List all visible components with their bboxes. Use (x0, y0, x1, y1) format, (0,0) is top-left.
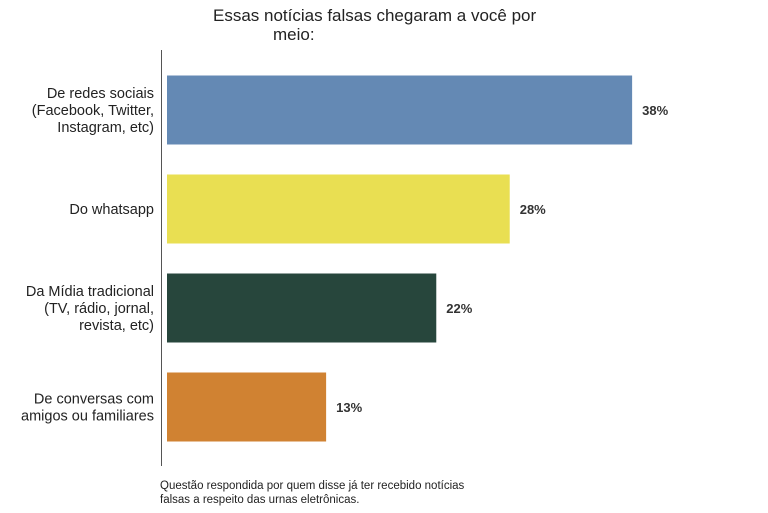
category-label-line: (Facebook, Twitter, (32, 103, 154, 119)
category-label-line: Do whatsapp (69, 202, 154, 218)
value-labels: 38% 28% 22% 13% (336, 103, 668, 415)
value-label: 22% (446, 301, 472, 316)
category-label-line: De conversas com (34, 392, 154, 408)
bar (167, 372, 327, 442)
category-label-line: Instagram, etc) (57, 120, 154, 136)
bars (167, 75, 633, 442)
category-label-line: (TV, rádio, jornal, (44, 301, 154, 317)
value-label: 38% (642, 103, 668, 118)
category-label-line: De redes sociais (47, 86, 154, 102)
value-label: 13% (336, 400, 362, 415)
chart-note: Questão respondida por quem disse já ter… (160, 480, 465, 506)
bar (167, 273, 437, 343)
category-labels: De redes sociais (Facebook, Twitter, Insta… (21, 86, 154, 425)
category-label-line: amigos ou familiares (21, 409, 154, 425)
category-label-line: revista, etc) (79, 318, 154, 334)
chart-title: Essas notícias falsas chegaram a você po… (213, 6, 536, 44)
category-label: Da Mídia tradicional (TV, rádio, jornal, r… (26, 284, 154, 334)
category-label-line: Da Mídia tradicional (26, 284, 154, 300)
value-label: 28% (520, 202, 546, 217)
category-label: De conversas com amigos ou familiares (21, 392, 154, 425)
chart-title-line: meio: (273, 25, 315, 44)
chart-note-line: Questão respondida por quem disse já ter… (160, 480, 465, 492)
category-label: De redes sociais (Facebook, Twitter, Insta… (32, 86, 154, 136)
chart-title-line: Essas notícias falsas chegaram a você po… (213, 6, 536, 25)
chart-note-line: falsas a respeito das urnas eletrônicas. (160, 494, 359, 506)
bar (167, 75, 633, 145)
category-label: Do whatsapp (69, 202, 154, 218)
bar (167, 174, 510, 244)
